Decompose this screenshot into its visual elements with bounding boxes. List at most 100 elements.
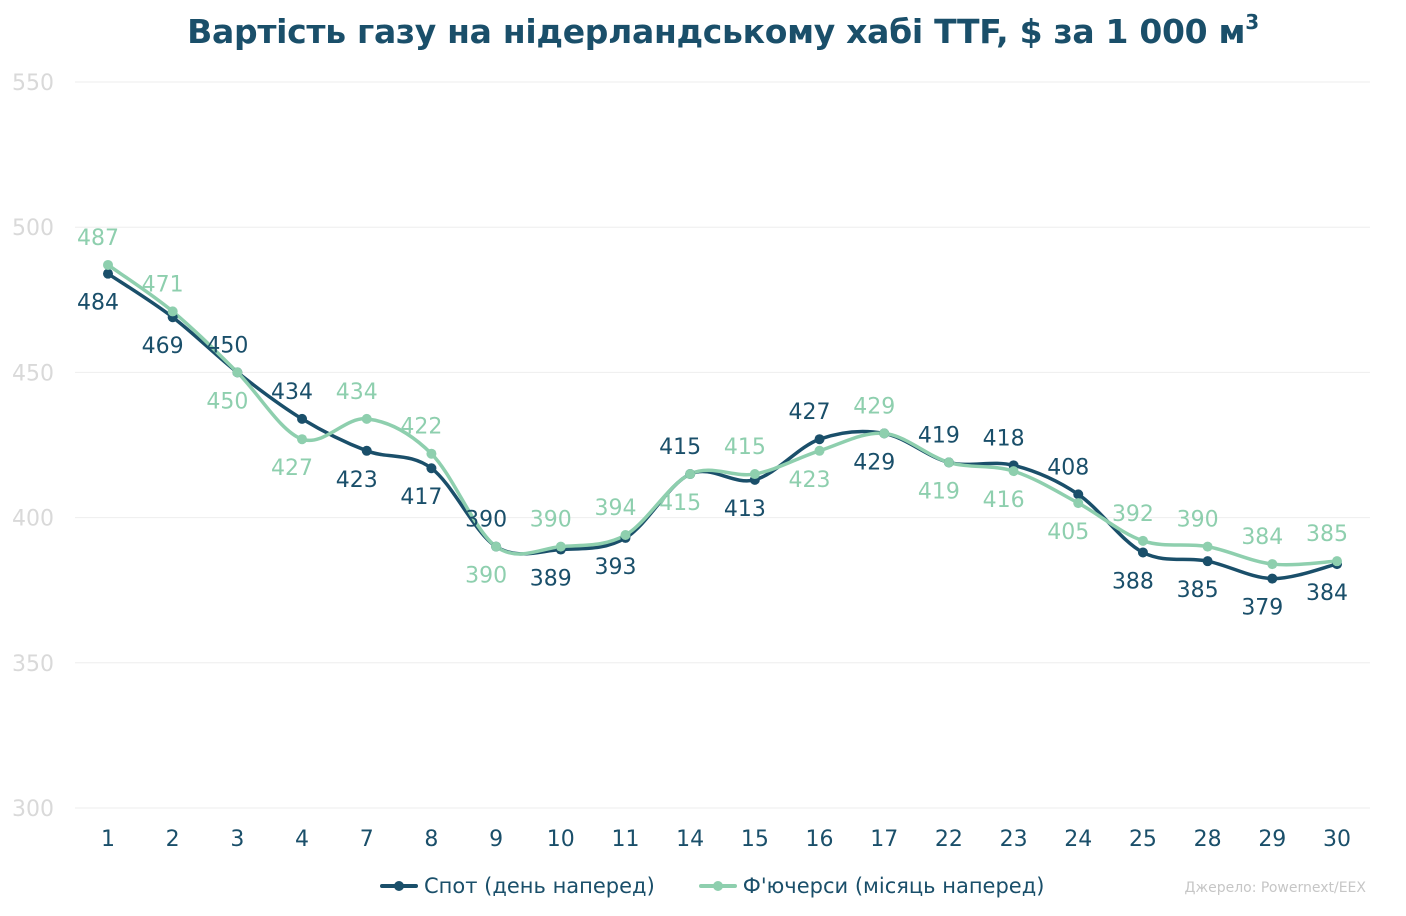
data-point <box>685 469 696 480</box>
x-tick-label: 8 <box>424 827 438 852</box>
data-label: 388 <box>1112 569 1154 594</box>
data-label: 469 <box>142 334 184 359</box>
data-point <box>232 367 243 378</box>
legend-item-futures[interactable]: Ф'ючерси (місяць наперед) <box>698 874 1045 898</box>
x-tick-label: 3 <box>230 827 244 852</box>
x-tick-label: 11 <box>611 827 639 852</box>
data-label: 434 <box>336 380 378 405</box>
data-label: 429 <box>853 394 895 419</box>
legend: Спот (день наперед) Ф'ючерси (місяць нап… <box>380 874 1088 898</box>
data-point <box>1008 466 1019 477</box>
source-note: Джерело: Powernext/EEX <box>1184 880 1366 896</box>
data-label: 394 <box>594 496 636 521</box>
legend-label-futures: Ф'ючерси (місяць наперед) <box>742 874 1045 898</box>
x-tick-label: 28 <box>1194 827 1222 852</box>
data-point <box>555 541 566 552</box>
data-point <box>1202 541 1213 552</box>
x-tick-label: 17 <box>870 827 898 852</box>
data-label: 408 <box>1047 455 1089 480</box>
data-label: 390 <box>530 508 572 533</box>
data-label: 484 <box>77 291 119 316</box>
data-point <box>814 445 825 456</box>
data-point <box>361 445 372 456</box>
data-point <box>426 463 437 474</box>
data-label: 379 <box>1241 596 1283 621</box>
data-point <box>1267 573 1278 584</box>
data-label: 384 <box>1306 581 1348 606</box>
data-point <box>426 448 437 459</box>
data-label: 413 <box>724 497 766 522</box>
data-point <box>297 413 308 424</box>
data-point <box>943 457 954 468</box>
data-label: 450 <box>206 333 248 358</box>
data-label: 434 <box>271 380 313 405</box>
chart-title: Вартість газу на нідерландському хабі TT… <box>187 10 1259 51</box>
data-label: 415 <box>724 435 766 460</box>
data-label: 390 <box>1177 508 1219 533</box>
data-label: 393 <box>594 555 636 580</box>
legend-label-spot: Спот (день наперед) <box>424 874 655 898</box>
x-tick-label: 7 <box>360 827 374 852</box>
data-label: 422 <box>400 415 442 440</box>
data-label: 419 <box>918 423 960 448</box>
y-tick-label: 400 <box>12 507 54 532</box>
data-point <box>1073 498 1084 509</box>
data-label: 418 <box>983 426 1025 451</box>
data-label: 385 <box>1306 522 1348 547</box>
data-label: 384 <box>1241 525 1283 550</box>
data-label: 487 <box>77 226 119 251</box>
x-tick-label: 25 <box>1129 827 1157 852</box>
data-label: 385 <box>1177 578 1219 603</box>
data-point <box>879 428 890 439</box>
data-point <box>1267 559 1278 570</box>
x-tick-label: 10 <box>547 827 575 852</box>
x-tick-label: 23 <box>1000 827 1028 852</box>
data-label: 427 <box>271 456 313 481</box>
x-tick-label: 16 <box>806 827 834 852</box>
x-tick-label: 4 <box>295 827 309 852</box>
y-tick-label: 450 <box>12 361 54 386</box>
data-label: 389 <box>530 567 572 592</box>
data-label: 417 <box>400 485 442 510</box>
x-tick-label: 22 <box>935 827 963 852</box>
x-tick-label: 2 <box>166 827 180 852</box>
data-point <box>297 434 308 445</box>
data-label: 471 <box>142 272 184 297</box>
y-tick-label: 550 <box>12 71 54 96</box>
data-point <box>814 434 825 445</box>
data-point <box>167 306 178 317</box>
legend-swatch-spot <box>380 881 418 891</box>
x-tick-label: 15 <box>741 827 769 852</box>
data-label: 405 <box>1047 520 1089 545</box>
data-label: 390 <box>465 564 507 589</box>
y-tick-label: 300 <box>12 797 54 822</box>
series-lines <box>106 263 1339 581</box>
data-point <box>491 541 502 552</box>
x-tick-label: 30 <box>1323 827 1351 852</box>
data-label: 427 <box>789 400 831 425</box>
data-point <box>1332 556 1342 567</box>
data-point <box>749 469 760 480</box>
data-label: 415 <box>659 491 701 516</box>
x-tick-label: 1 <box>101 827 115 852</box>
gridlines <box>75 81 1370 809</box>
data-point <box>361 413 372 424</box>
data-point <box>620 530 631 541</box>
x-tick-label: 14 <box>676 827 704 852</box>
data-point <box>1073 489 1084 500</box>
data-label: 390 <box>465 508 507 533</box>
data-label: 429 <box>853 450 895 475</box>
x-tick-label: 29 <box>1258 827 1286 852</box>
legend-item-spot[interactable]: Спот (день наперед) <box>380 874 655 898</box>
y-tick-label: 500 <box>12 216 54 241</box>
x-tick-label: 24 <box>1064 827 1092 852</box>
data-point <box>1202 556 1213 567</box>
data-point <box>1137 547 1148 558</box>
data-label: 392 <box>1112 502 1154 527</box>
data-point <box>103 268 113 279</box>
data-point <box>103 259 113 270</box>
data-label: 450 <box>206 389 248 414</box>
x-tick-label: 9 <box>489 827 503 852</box>
x-axis-ticks: 1 2 3 4 7 8 9 10 11 14 15 16 17 22 23 24 25 28 29 30 <box>101 827 1351 852</box>
